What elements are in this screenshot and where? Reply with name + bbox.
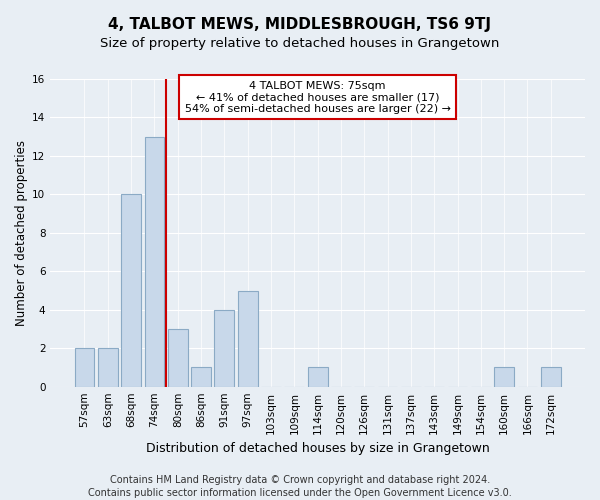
Bar: [191, 368, 211, 386]
Text: 4, TALBOT MEWS, MIDDLESBROUGH, TS6 9TJ: 4, TALBOT MEWS, MIDDLESBROUGH, TS6 9TJ: [109, 18, 491, 32]
Bar: [98, 348, 118, 387]
Text: Contains HM Land Registry data © Crown copyright and database right 2024.: Contains HM Land Registry data © Crown c…: [110, 475, 490, 485]
Text: Size of property relative to detached houses in Grangetown: Size of property relative to detached ho…: [100, 38, 500, 51]
Bar: [494, 368, 514, 386]
Bar: [168, 329, 188, 386]
Text: 4 TALBOT MEWS: 75sqm
← 41% of detached houses are smaller (17)
54% of semi-detac: 4 TALBOT MEWS: 75sqm ← 41% of detached h…: [185, 80, 451, 114]
Text: Contains public sector information licensed under the Open Government Licence v3: Contains public sector information licen…: [88, 488, 512, 498]
Bar: [145, 136, 164, 386]
Bar: [74, 348, 94, 387]
Bar: [214, 310, 234, 386]
Y-axis label: Number of detached properties: Number of detached properties: [15, 140, 28, 326]
X-axis label: Distribution of detached houses by size in Grangetown: Distribution of detached houses by size …: [146, 442, 490, 455]
Bar: [541, 368, 560, 386]
Bar: [308, 368, 328, 386]
Bar: [121, 194, 141, 386]
Bar: [238, 290, 257, 386]
